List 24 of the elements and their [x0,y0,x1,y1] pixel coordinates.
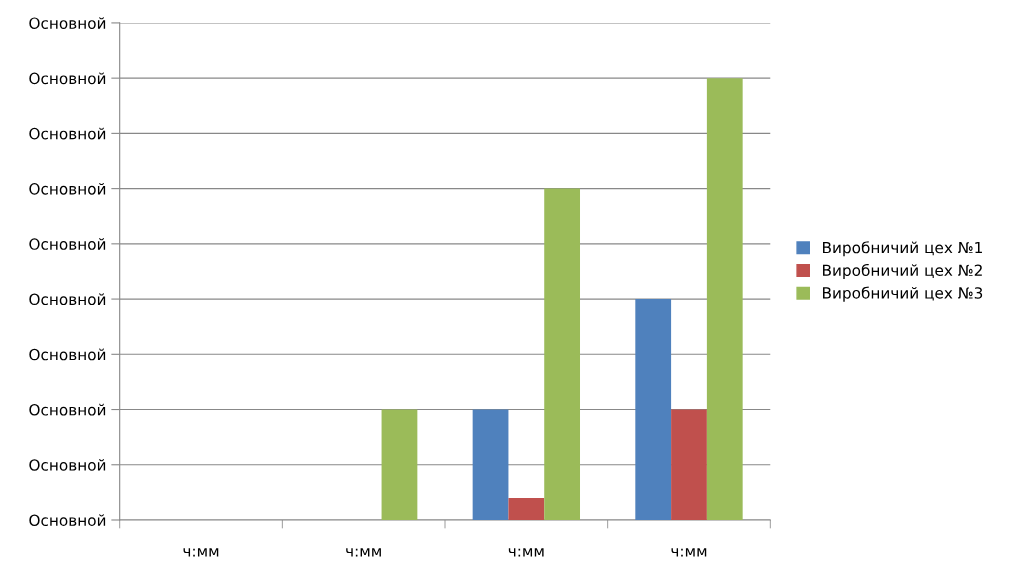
bar [381,409,418,520]
text: Основной [29,459,106,471]
text: Основной [29,17,106,29]
text: Основной [29,72,106,85]
x-tick-label: ч:мм [508,548,544,557]
text: Основной [29,127,106,140]
text: Основной [29,293,106,306]
bar [544,188,581,520]
legend-label: Виробничий цех №3 [823,286,983,302]
bar [508,497,545,520]
text: Основной [29,514,106,527]
bar [706,78,743,520]
text: Основной [29,348,106,361]
legend-label: Виробничий цех №1 [823,241,982,257]
bar [671,409,707,520]
x-tick-label: ч:мм [671,548,707,557]
legend-label: Виробничий цех №2 [823,263,982,279]
text: Основной [29,403,106,416]
x-tick-label: ч:мм [183,548,219,557]
bar [635,299,672,520]
text: Основной [29,238,106,250]
bar [472,409,509,520]
text: Основной [29,182,106,195]
x-tick-label: ч:мм [346,548,381,557]
